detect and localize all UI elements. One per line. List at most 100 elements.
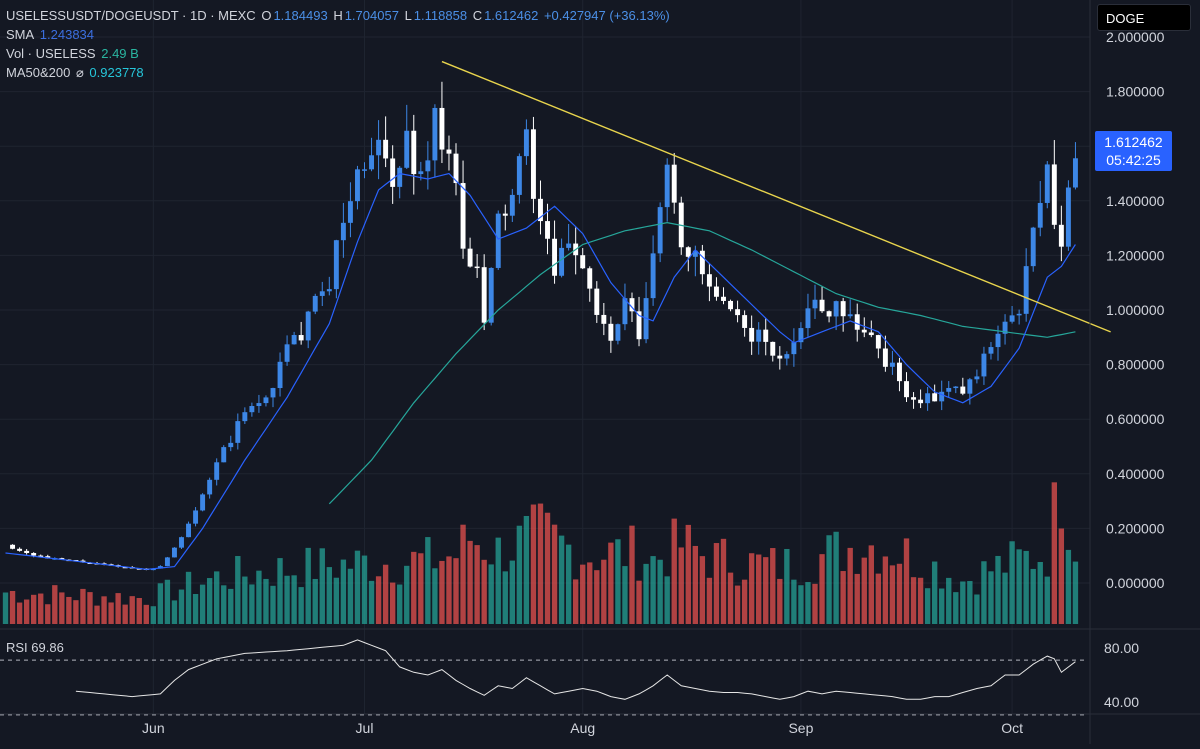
volume-bar — [833, 531, 839, 624]
candle-body — [376, 139, 382, 156]
volume-bar — [178, 589, 185, 624]
volume-bar — [9, 590, 16, 624]
volume-bar — [1072, 561, 1079, 624]
candle-body — [889, 362, 895, 367]
volume-bar — [608, 542, 614, 624]
candle-body — [805, 308, 811, 329]
candle-body — [791, 342, 797, 355]
volume-bar — [502, 571, 508, 624]
volume-bar — [657, 559, 663, 624]
candle-body — [981, 353, 987, 377]
candle-body — [319, 291, 325, 296]
volume-bar — [812, 583, 818, 624]
volume-bar — [530, 504, 537, 624]
volume-bar — [354, 550, 361, 624]
symbol-badge[interactable]: DOGE — [1097, 4, 1191, 31]
candle-body — [629, 298, 635, 312]
volume-bar — [664, 576, 670, 624]
candle-body — [967, 379, 973, 394]
volume-bar — [361, 555, 368, 624]
volume-bar — [439, 560, 445, 624]
volume-bar — [580, 564, 586, 624]
volume-bar — [544, 512, 551, 624]
candle-body — [728, 300, 733, 310]
volume-bar — [734, 585, 741, 624]
candle-body — [263, 397, 269, 404]
candle-body — [326, 289, 332, 292]
candle-body — [925, 393, 931, 404]
volume-bar — [488, 564, 494, 624]
volume-bar — [974, 594, 980, 624]
candle-body — [150, 568, 156, 571]
volume-bar — [368, 580, 375, 624]
sma-label: SMA — [6, 27, 35, 42]
volume-bar — [298, 587, 304, 624]
volume-bar — [840, 571, 846, 624]
volume-bar — [31, 594, 37, 624]
candle-body — [488, 267, 494, 323]
candle-body — [875, 335, 881, 349]
volume-bar — [418, 553, 424, 624]
candle-body — [706, 274, 712, 287]
volume-bar — [720, 538, 727, 624]
last-price-value: 1.612462 — [1104, 134, 1163, 150]
volume-bar — [382, 564, 389, 624]
ma-symbol: ⌀ — [75, 65, 84, 80]
y-tick-label: 1.000000 — [1106, 302, 1165, 318]
volume-bar — [903, 538, 910, 624]
change-value: +0.427947 (+36.13%) — [543, 8, 670, 23]
candle-body — [770, 341, 776, 356]
volume-bar — [59, 592, 65, 624]
volume-bar — [1016, 549, 1022, 624]
volume-bar — [115, 593, 121, 624]
volume-bar — [981, 561, 987, 624]
volume-bar — [108, 602, 114, 624]
y-tick-label: 0.200000 — [1106, 520, 1165, 536]
volume-bar — [587, 562, 593, 624]
volume-bar — [80, 588, 86, 624]
y-tick-label: 0.400000 — [1106, 466, 1165, 482]
candle-body — [1058, 224, 1064, 247]
candle-body — [481, 267, 487, 323]
volume-bar — [284, 575, 290, 624]
candle-body — [742, 315, 748, 328]
x-tick-label: Jul — [356, 720, 374, 736]
sma-line — [5, 172, 1076, 571]
volume-bar — [263, 578, 269, 624]
volume-bar — [206, 578, 213, 624]
volume-bar — [199, 584, 206, 624]
volume-bar — [129, 596, 135, 624]
volume-legend[interactable]: Vol · USELESS 2.49 B — [6, 46, 141, 62]
volume-bar — [2, 592, 9, 624]
sma-value: 1.243834 — [39, 27, 95, 42]
volume-bar — [305, 547, 311, 624]
volume-bar — [1023, 550, 1029, 624]
candle-body — [249, 406, 255, 413]
candle-body — [446, 149, 452, 154]
sma-legend[interactable]: SMA 1.243834 — [6, 27, 96, 43]
volume-bar — [960, 581, 966, 624]
candle-body — [664, 164, 670, 208]
volume-bar — [291, 575, 297, 624]
candle-body — [305, 311, 311, 341]
volume-bar — [256, 570, 262, 624]
candle-body — [939, 391, 945, 402]
rsi-legend[interactable]: RSI 69.86 — [6, 640, 64, 655]
volume-bar — [347, 568, 354, 624]
candle-body — [157, 566, 163, 569]
volume-bar — [763, 557, 769, 624]
high-value: 1.704057 — [344, 8, 399, 23]
candle-body — [453, 153, 459, 184]
symbol-title: USELESSUSDT/DOGEUSDT · 1D · MEXC — [6, 8, 256, 23]
volume-bar — [924, 588, 931, 624]
volume-bar — [622, 566, 628, 624]
volume-bar — [87, 592, 93, 624]
y-tick-label: 2.000000 — [1106, 29, 1165, 45]
volume-bar — [573, 579, 579, 624]
candle-body — [284, 344, 290, 362]
ma-legend[interactable]: MA50&200 ⌀ 0.923778 — [6, 65, 146, 81]
volume-bar — [192, 593, 199, 624]
ma-value: 0.923778 — [89, 65, 144, 80]
